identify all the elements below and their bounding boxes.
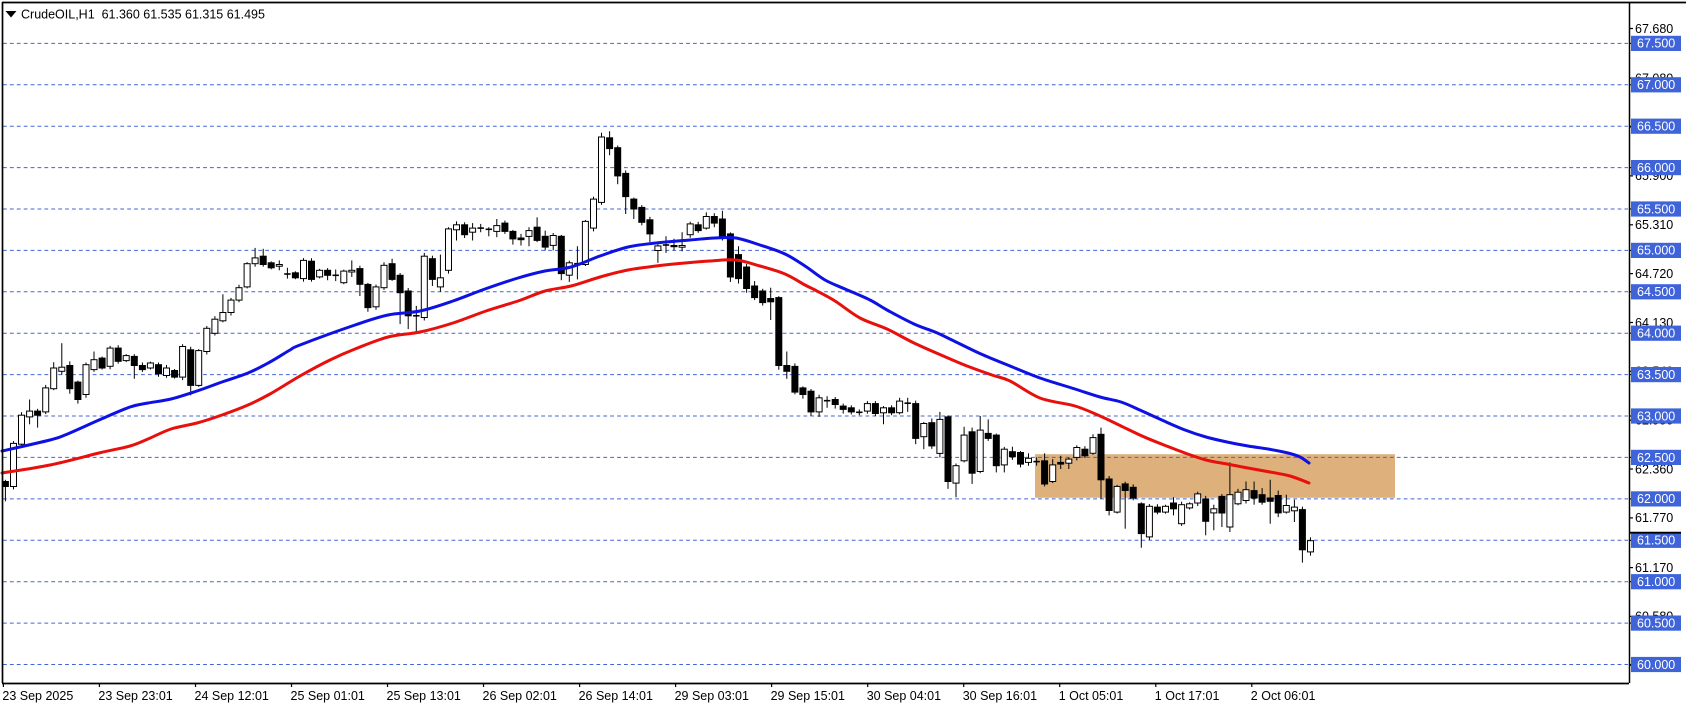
svg-text:30 Sep 16:01: 30 Sep 16:01 [963, 689, 1037, 703]
svg-text:64.500: 64.500 [1637, 285, 1675, 299]
svg-text:23 Sep 23:01: 23 Sep 23:01 [98, 689, 172, 703]
svg-text:25 Sep 01:01: 25 Sep 01:01 [291, 689, 365, 703]
svg-text:65.500: 65.500 [1637, 202, 1675, 216]
svg-text:62.500: 62.500 [1637, 451, 1675, 465]
svg-text:60.000: 60.000 [1637, 658, 1675, 672]
svg-text:29 Sep 15:01: 29 Sep 15:01 [771, 689, 845, 703]
svg-text:67.500: 67.500 [1637, 37, 1675, 51]
svg-text:24 Sep 12:01: 24 Sep 12:01 [195, 689, 269, 703]
svg-text:60.500: 60.500 [1637, 616, 1675, 630]
svg-text:61.000: 61.000 [1637, 575, 1675, 589]
svg-text:62.360: 62.360 [1635, 462, 1673, 476]
svg-text:2 Oct 06:01: 2 Oct 06:01 [1251, 689, 1316, 703]
svg-text:67.680: 67.680 [1635, 22, 1673, 36]
svg-text:63.000: 63.000 [1637, 409, 1675, 423]
svg-text:23 Sep 2025: 23 Sep 2025 [2, 689, 73, 703]
svg-text:64.720: 64.720 [1635, 267, 1673, 281]
svg-text:30 Sep 04:01: 30 Sep 04:01 [867, 689, 941, 703]
svg-text:64.000: 64.000 [1637, 327, 1675, 341]
svg-text:1 Oct 17:01: 1 Oct 17:01 [1155, 689, 1220, 703]
svg-text:26 Sep 14:01: 26 Sep 14:01 [579, 689, 653, 703]
svg-text:65.310: 65.310 [1635, 218, 1673, 232]
svg-text:25 Sep 13:01: 25 Sep 13:01 [387, 689, 461, 703]
svg-text:62.000: 62.000 [1637, 492, 1675, 506]
svg-text:61.170: 61.170 [1635, 561, 1673, 575]
svg-text:65.000: 65.000 [1637, 244, 1675, 258]
svg-text:66.000: 66.000 [1637, 161, 1675, 175]
svg-text:63.500: 63.500 [1637, 368, 1675, 382]
svg-text:29 Sep 03:01: 29 Sep 03:01 [675, 689, 749, 703]
svg-text:61.500: 61.500 [1637, 534, 1675, 548]
svg-text:66.500: 66.500 [1637, 120, 1675, 134]
svg-text:67.000: 67.000 [1637, 78, 1675, 92]
svg-text:1 Oct 05:01: 1 Oct 05:01 [1059, 689, 1124, 703]
svg-text:CrudeOIL,H1 61.360 61.535 61.: CrudeOIL,H1 61.360 61.535 61.315 61.495 [21, 8, 265, 22]
svg-text:26 Sep 02:01: 26 Sep 02:01 [483, 689, 557, 703]
svg-text:61.770: 61.770 [1635, 511, 1673, 525]
